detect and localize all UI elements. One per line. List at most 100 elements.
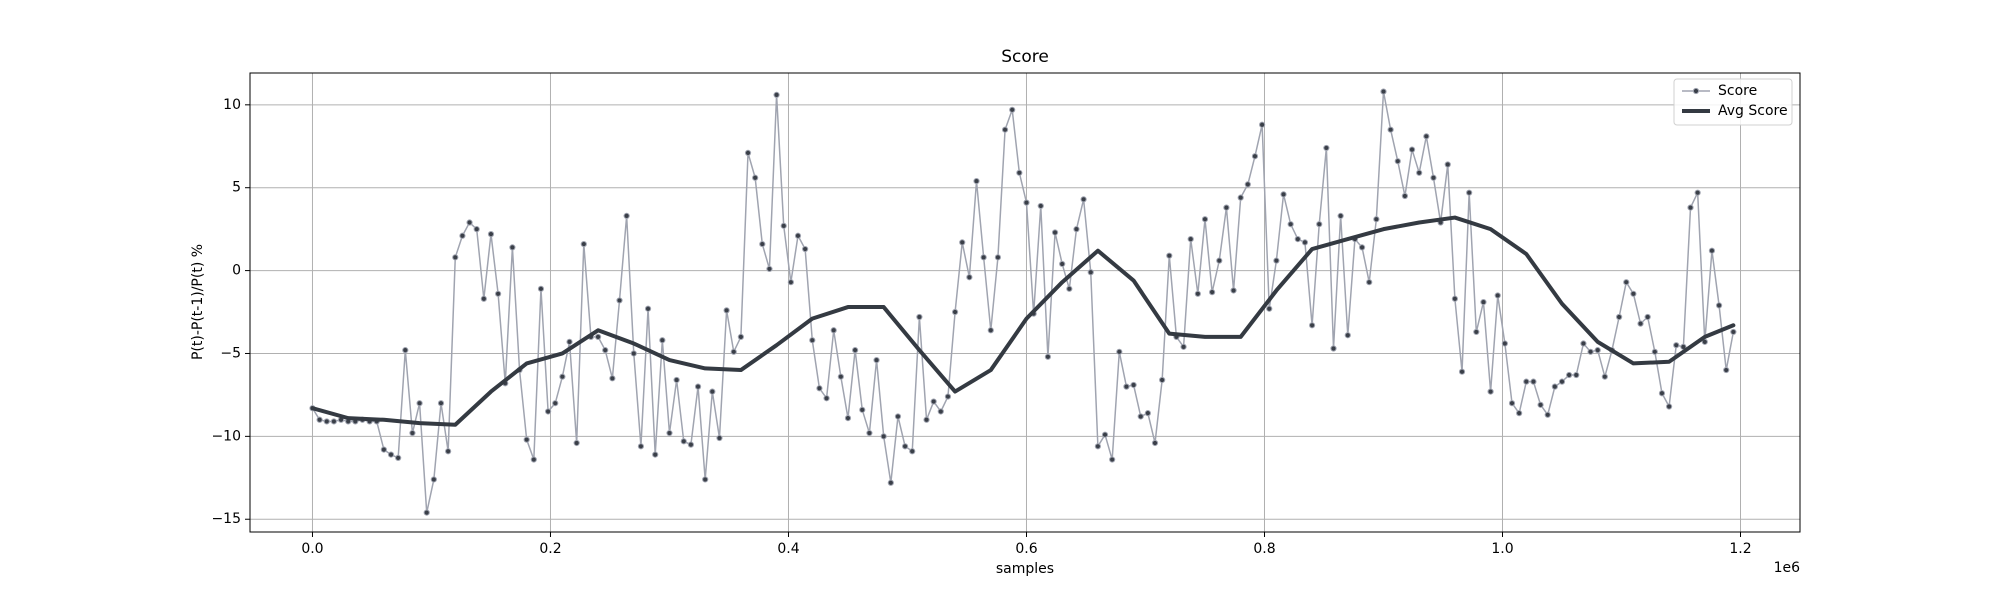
data-point <box>566 338 573 345</box>
data-point <box>459 232 466 239</box>
data-point <box>1658 390 1666 397</box>
series-line <box>311 90 1735 514</box>
data-point <box>1616 313 1623 321</box>
data-point <box>1580 340 1587 347</box>
data-point <box>752 174 759 181</box>
data-point <box>1494 292 1501 299</box>
data-point <box>1587 348 1594 355</box>
data-point <box>1259 121 1266 128</box>
data-point <box>816 385 823 392</box>
data-point <box>1044 353 1052 360</box>
y-tick-label: −15 <box>211 511 241 527</box>
data-point <box>773 91 780 98</box>
data-point <box>423 509 430 516</box>
legend-label: Avg Score <box>1718 103 1788 119</box>
data-point <box>1201 216 1209 223</box>
x-tick-label: 0.8 <box>1253 541 1275 557</box>
data-point <box>973 177 980 185</box>
data-point <box>844 415 852 422</box>
data-point <box>1280 191 1287 198</box>
data-point <box>737 333 744 340</box>
data-point <box>951 308 959 316</box>
data-point <box>430 476 437 483</box>
data-point <box>1537 401 1544 408</box>
data-point <box>887 479 894 486</box>
data-point <box>316 416 323 423</box>
data-point <box>916 313 923 321</box>
data-point <box>1009 106 1016 113</box>
data-point <box>1551 383 1558 390</box>
data-point <box>480 295 487 302</box>
data-point <box>802 245 809 253</box>
data-point <box>1723 366 1730 374</box>
data-point <box>1273 257 1280 264</box>
data-point <box>1394 158 1401 165</box>
data-point <box>1016 169 1023 176</box>
data-point <box>330 418 337 425</box>
data-point <box>487 231 495 238</box>
data-point <box>1644 313 1651 321</box>
data-point <box>559 373 566 380</box>
data-point <box>630 350 637 357</box>
data-point <box>980 254 987 261</box>
x-tick-label: 0.4 <box>777 541 799 557</box>
data-point <box>1323 144 1330 152</box>
data-point <box>673 376 680 384</box>
data-point <box>323 418 330 425</box>
data-point <box>1051 229 1059 236</box>
legend-marker <box>1692 87 1700 95</box>
data-point <box>1430 174 1437 181</box>
data-point <box>880 433 887 440</box>
data-point <box>1473 328 1480 336</box>
data-point <box>530 456 537 463</box>
data-point <box>594 333 602 340</box>
data-point <box>873 357 880 364</box>
data-point <box>1544 411 1551 418</box>
x-tick-label: 0.2 <box>539 541 561 557</box>
data-point <box>616 297 623 304</box>
data-point <box>1466 189 1473 196</box>
data-point <box>466 219 473 226</box>
data-point <box>766 265 773 273</box>
data-point <box>380 446 387 453</box>
data-point <box>1223 204 1230 211</box>
data-point <box>1458 368 1466 375</box>
data-point <box>702 476 709 483</box>
data-point <box>930 398 937 405</box>
y-tick-label: −10 <box>211 428 241 444</box>
data-point <box>937 408 944 415</box>
data-point <box>1187 235 1194 243</box>
y-tick-label: −5 <box>220 345 241 361</box>
data-point <box>723 307 730 314</box>
x-offset-label: 1e6 <box>1774 560 1801 576</box>
data-point <box>1601 373 1608 380</box>
data-point <box>1301 239 1309 246</box>
data-point <box>1501 340 1508 347</box>
data-point <box>523 436 530 443</box>
data-point <box>659 337 666 344</box>
data-point <box>787 279 794 286</box>
data-point <box>495 290 502 297</box>
data-point <box>1387 126 1394 133</box>
data-point <box>987 327 994 334</box>
data-point <box>894 413 902 420</box>
data-point <box>402 347 409 354</box>
data-point <box>902 443 909 450</box>
data-point <box>445 448 452 455</box>
data-point <box>1101 431 1109 438</box>
data-point <box>1651 348 1658 355</box>
data-point <box>1159 376 1166 384</box>
data-point <box>544 408 552 415</box>
data-point <box>1665 403 1673 410</box>
data-point <box>1715 302 1723 309</box>
data-point <box>716 434 723 442</box>
data-point <box>1251 153 1259 160</box>
data-point <box>537 285 545 292</box>
data-point <box>1023 199 1030 206</box>
y-axis-label: P(t)-P(t-1)/P(t) % <box>190 244 206 360</box>
data-point <box>687 441 695 448</box>
data-point <box>1480 298 1487 306</box>
data-point <box>1637 320 1644 327</box>
data-point <box>452 254 459 261</box>
